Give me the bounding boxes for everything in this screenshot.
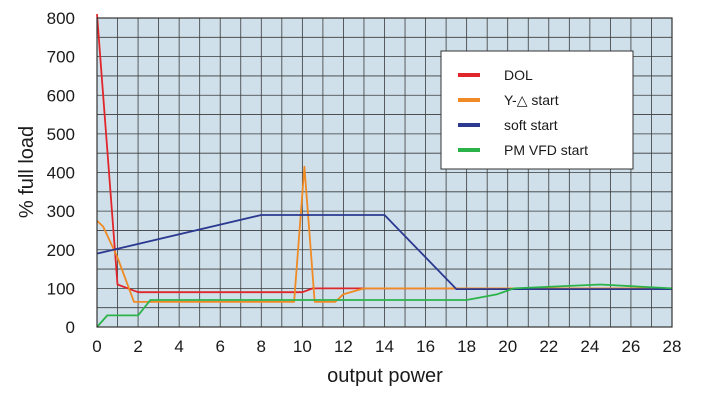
y-axis-label: % full load (16, 126, 38, 218)
series-line-2 (96, 214, 672, 291)
x-tick-label: 22 (539, 337, 558, 356)
x-tick-label: 18 (457, 337, 476, 356)
x-tick-label: 8 (257, 337, 266, 356)
legend-items: DOL Y-△ start soft start PM VFD start (458, 67, 588, 158)
legend-label: DOL (504, 67, 533, 83)
y-tick-labels: 0 100 200 300 400 500 600 700 800 (47, 9, 75, 337)
series-layer (96, 14, 673, 328)
x-tick-label: 4 (174, 337, 183, 356)
legend-label: soft start (504, 117, 558, 133)
series-line-3 (96, 283, 673, 328)
y-tick-label: 100 (47, 279, 75, 298)
x-tick-label: 10 (293, 337, 312, 356)
y-tick-label: 800 (47, 9, 75, 28)
x-tick-label: 26 (621, 337, 640, 356)
x-tick-label: 12 (334, 337, 353, 356)
y-tick-label: 200 (47, 241, 75, 260)
x-tick-label: 6 (215, 337, 224, 356)
series-line-1 (96, 165, 672, 303)
x-tick-label: 20 (498, 337, 517, 356)
x-tick-label: 14 (375, 337, 394, 356)
y-tick-label: 600 (47, 86, 75, 105)
y-tick-label: 0 (66, 318, 75, 337)
y-tick-label: 500 (47, 125, 75, 144)
x-tick-label: 16 (416, 337, 435, 356)
legend-label: Y-△ start (504, 92, 559, 108)
x-tick-labels: 0 2 4 6 8 10 12 14 16 18 20 22 24 26 28 (92, 337, 681, 356)
plot-frame (96, 17, 673, 328)
y-tick-label: 400 (47, 164, 75, 183)
x-tick-label: 28 (663, 337, 682, 356)
y-tick-label: 300 (47, 202, 75, 221)
x-tick-label: 0 (92, 337, 101, 356)
legend: DOL Y-△ start soft start PM VFD start (440, 50, 634, 170)
x-axis-label: output power (327, 365, 443, 387)
y-tick-label: 700 (47, 48, 75, 67)
x-tick-label: 2 (133, 337, 142, 356)
legend-label: PM VFD start (504, 142, 588, 158)
x-tick-label: 24 (580, 337, 599, 356)
